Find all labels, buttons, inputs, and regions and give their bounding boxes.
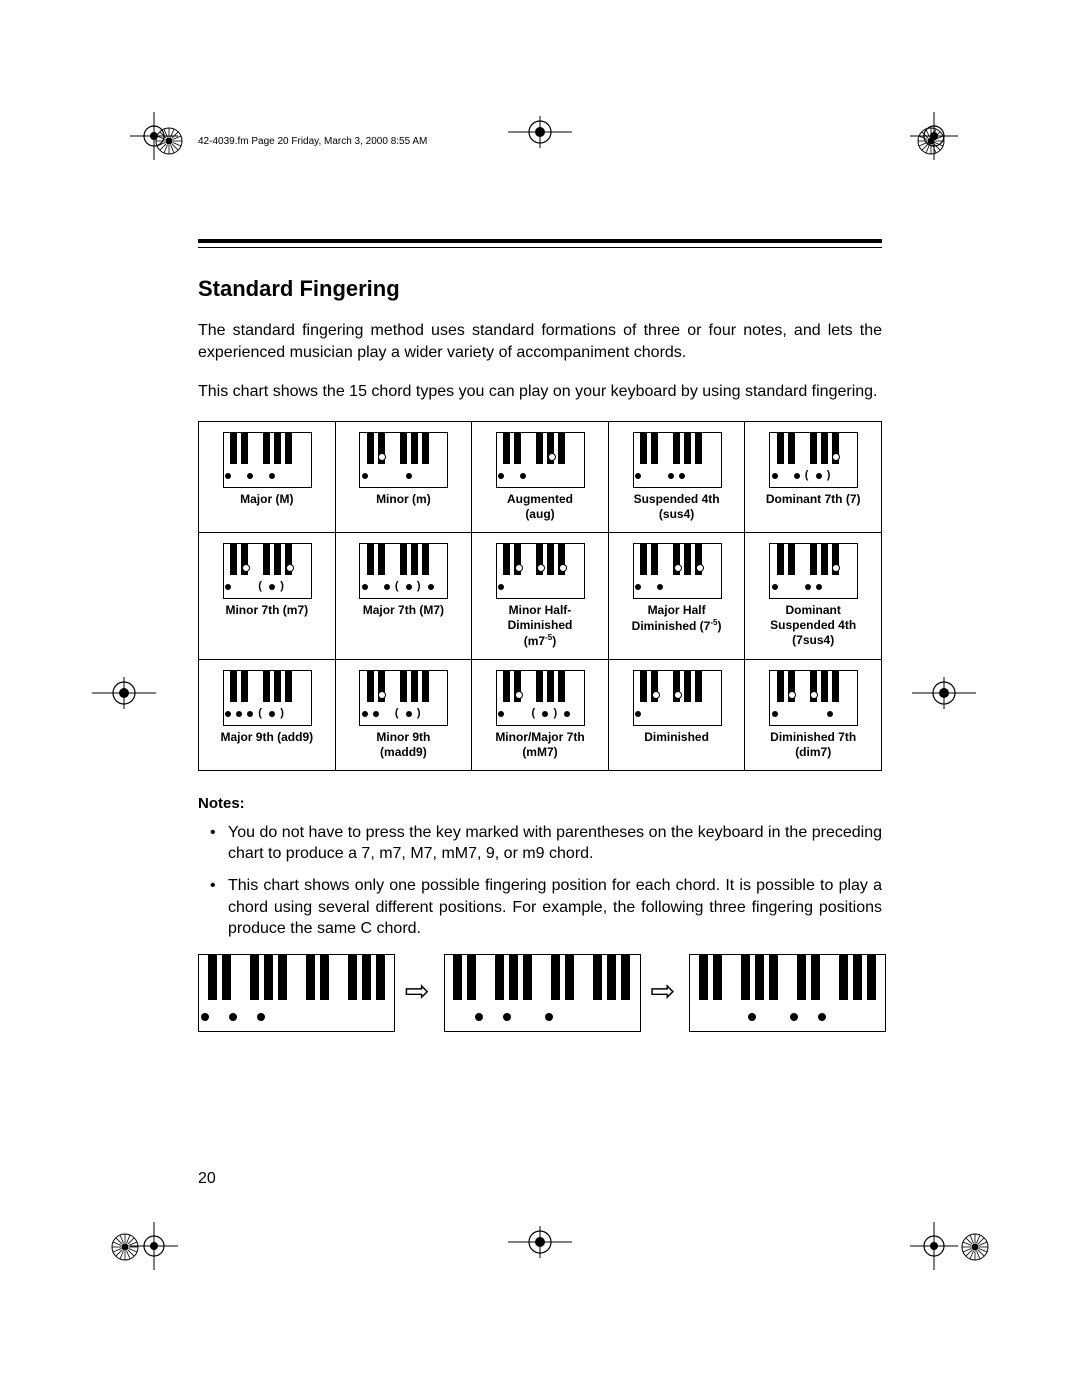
keyboard-diagram: () bbox=[769, 432, 857, 486]
chord-label: Major HalfDiminished (7-5) bbox=[615, 603, 739, 634]
chord-label: Major 7th (M7) bbox=[342, 603, 466, 618]
keyboard-diagram bbox=[198, 954, 391, 1030]
keyboard-diagram bbox=[769, 543, 857, 597]
page-content: 42-4039.fm Page 20 Friday, March 3, 2000… bbox=[198, 136, 882, 1030]
chord-cell: () Dominant 7th (7) bbox=[745, 421, 882, 532]
chord-cell: DominantSuspended 4th(7sus4) bbox=[745, 532, 882, 659]
chord-label: Diminished bbox=[615, 730, 739, 745]
chord-cell: Diminished 7th(dim7) bbox=[745, 659, 882, 770]
chord-cell: () Minor/Major 7th(mM7) bbox=[472, 659, 609, 770]
rosette-bot-right bbox=[960, 1232, 990, 1262]
running-head: 42-4039.fm Page 20 Friday, March 3, 2000… bbox=[198, 136, 882, 147]
rosette-bot-left bbox=[110, 1232, 140, 1262]
note-item: You do not have to press the key marked … bbox=[228, 822, 882, 865]
keyboard-diagram bbox=[496, 543, 584, 597]
page-number: 20 bbox=[198, 1170, 216, 1188]
chord-label: Minor (m) bbox=[342, 492, 466, 507]
keyboard-diagram bbox=[689, 954, 882, 1030]
arrow-icon: ⇨ bbox=[405, 977, 430, 1007]
notes-heading: Notes: bbox=[198, 795, 882, 812]
chord-label: Augmented(aug) bbox=[478, 492, 602, 522]
crop-mark-bot-right bbox=[910, 1222, 958, 1270]
keyboard-diagram bbox=[769, 670, 857, 724]
rosette-top-left bbox=[154, 126, 184, 156]
chord-label: Dominant 7th (7) bbox=[751, 492, 875, 507]
keyboard-diagram bbox=[496, 432, 584, 486]
crop-mark-mid-bot bbox=[508, 1222, 572, 1262]
keyboard-diagram: () bbox=[223, 670, 311, 724]
notes-list: You do not have to press the key marked … bbox=[198, 822, 882, 940]
chord-cell: Major HalfDiminished (7-5) bbox=[608, 532, 745, 659]
keyboard-diagram bbox=[444, 954, 637, 1030]
chord-cell: () Minor 7th (m7) bbox=[199, 532, 336, 659]
keyboard-diagram bbox=[633, 670, 721, 724]
chord-cell: Minor (m) bbox=[335, 421, 472, 532]
section-heading: Standard Fingering bbox=[198, 276, 882, 302]
inversion-row: ⇨⇨ bbox=[198, 954, 882, 1030]
intro-paragraph-2: This chart shows the 15 chord types you … bbox=[198, 381, 882, 403]
chord-label: Minor 7th (m7) bbox=[205, 603, 329, 618]
arrow-icon: ⇨ bbox=[650, 977, 675, 1007]
chord-label: Major (M) bbox=[205, 492, 329, 507]
keyboard-diagram: () bbox=[359, 670, 447, 724]
chord-label: Minor Half-Diminished(m7-5) bbox=[478, 603, 602, 649]
chord-cell: () Major 7th (M7) bbox=[335, 532, 472, 659]
keyboard-diagram bbox=[359, 432, 447, 486]
chord-label: Suspended 4th(sus4) bbox=[615, 492, 739, 522]
chord-cell: () Major 9th (add9) bbox=[199, 659, 336, 770]
keyboard-diagram: () bbox=[223, 543, 311, 597]
note-item: This chart shows only one possible finge… bbox=[228, 875, 882, 940]
keyboard-diagram: () bbox=[496, 670, 584, 724]
chord-label: Diminished 7th(dim7) bbox=[751, 730, 875, 760]
chord-chart-table: Major (M) Minor (m) Augmented(aug) Suspende… bbox=[198, 421, 882, 771]
chord-cell: Suspended 4th(sus4) bbox=[608, 421, 745, 532]
keyboard-diagram bbox=[633, 543, 721, 597]
chord-label: DominantSuspended 4th(7sus4) bbox=[751, 603, 875, 648]
keyboard-diagram bbox=[223, 432, 311, 486]
chord-cell: () Minor 9th(madd9) bbox=[335, 659, 472, 770]
rosette-top-right bbox=[916, 126, 946, 156]
chord-cell: Minor Half-Diminished(m7-5) bbox=[472, 532, 609, 659]
crop-mark-mid-right bbox=[912, 673, 976, 713]
chord-label: Minor 9th(madd9) bbox=[342, 730, 466, 760]
intro-paragraph-1: The standard fingering method uses stand… bbox=[198, 320, 882, 363]
keyboard-diagram bbox=[633, 432, 721, 486]
chord-label: Minor/Major 7th(mM7) bbox=[478, 730, 602, 760]
keyboard-diagram: () bbox=[359, 543, 447, 597]
crop-mark-mid-left bbox=[92, 673, 156, 713]
chord-cell: Diminished bbox=[608, 659, 745, 770]
chord-cell: Augmented(aug) bbox=[472, 421, 609, 532]
double-rule bbox=[198, 239, 882, 248]
chord-cell: Major (M) bbox=[199, 421, 336, 532]
chord-label: Major 9th (add9) bbox=[205, 730, 329, 745]
